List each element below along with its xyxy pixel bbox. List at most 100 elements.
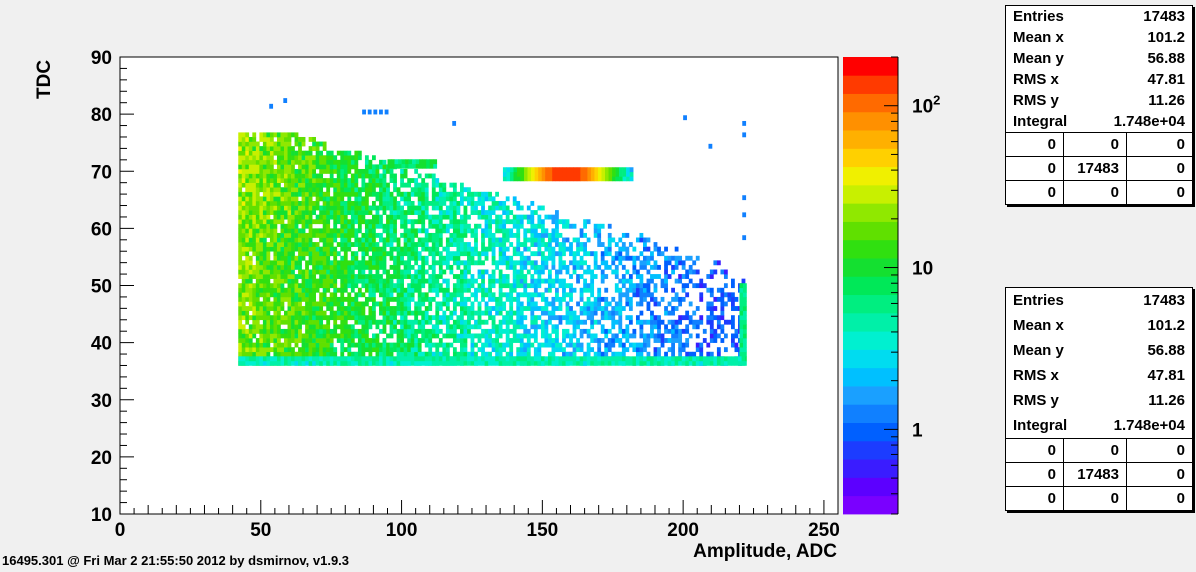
heatmap-cell [463,251,468,257]
heatmap-cell [626,176,630,182]
heatmap-cell [287,333,292,339]
heatmap-cell [428,200,433,206]
heatmap-cell [241,205,246,211]
heatmap-cell [248,237,253,243]
heatmap-cell [301,246,306,252]
heatmap-cell [421,310,426,316]
heatmap-cell [558,356,563,362]
heatmap-cell [555,333,559,339]
heatmap-cell [301,232,306,238]
heatmap-cell [608,167,613,173]
heatmap-cell [287,187,292,193]
heatmap-cell [742,319,747,325]
heatmap-cell [739,342,744,348]
heatmap-cell [291,283,295,289]
heatmap-cell [723,274,728,279]
heatmap-cell [375,182,380,188]
heatmap-cell [414,342,419,348]
heatmap-cell [463,296,468,302]
heatmap-cell [516,205,521,211]
heatmap-cell [241,269,246,275]
heatmap-cell [252,219,257,225]
heatmap-cell [688,356,693,362]
heatmap-cell [276,287,281,293]
heatmap-cell [350,356,355,362]
heatmap-cell [255,223,260,229]
heatmap-cell [505,260,510,266]
heatmap-cell [322,347,327,353]
heatmap-cell [660,251,665,257]
heatmap-cell [368,237,373,243]
heatmap-cell [731,283,735,289]
heatmap-cell [674,264,679,270]
heatmap-cell [308,146,313,151]
heatmap-cell [375,278,380,284]
heatmap-cell [350,214,355,220]
heatmap-cell [467,200,471,206]
heatmap-cell [333,246,338,252]
heatmap-cell [491,356,496,362]
heatmap-cell [280,242,285,247]
heatmap-cell [245,155,250,161]
heatmap-cell [572,319,577,325]
heatmap-cell [262,315,267,321]
heatmap-cell [368,246,373,252]
heatmap-cell [555,315,559,321]
heatmap-cell [523,328,528,334]
heatmap-cell [431,283,436,289]
heatmap-cell [266,328,271,334]
heatmap-cell [382,237,387,243]
heatmap-cell [301,168,306,174]
heatmap-cell [284,182,288,188]
heatmap-cell [238,214,243,220]
heatmap-cell [266,205,271,211]
heatmap-cell [379,109,383,115]
heatmap-cell [692,269,697,275]
heatmap-cell [262,269,267,275]
heatmap-cell [474,246,478,252]
heatmap-cell [417,351,422,357]
heatmap-cell [255,178,260,183]
heatmap-cell [569,310,573,316]
heatmap-cell [340,310,345,316]
heatmap-cell [417,319,422,325]
heatmap-cell [255,237,260,243]
heatmap-cell [435,214,440,220]
heatmap-cell [396,264,401,270]
heatmap-cell [336,205,341,211]
heatmap-cell [573,171,578,177]
heatmap-cell [565,310,570,316]
heatmap-cell [517,167,521,173]
heatmap-cell [621,347,626,353]
heatmap-cell [650,324,654,330]
grid-cell: 0 [1127,462,1192,486]
heatmap-cell [552,167,557,173]
heatmap-cell [382,210,387,215]
heatmap-cell [421,242,426,247]
heatmap-cell [470,306,475,311]
heatmap-cell [262,164,267,170]
heatmap-cell [618,251,623,257]
heatmap-cell [431,260,436,266]
heatmap-cell [459,187,464,193]
heatmap-cell [396,296,401,302]
heatmap-cell [241,283,246,289]
heatmap-cell [699,347,704,353]
stat-label: Entries [1013,8,1064,25]
heatmap-cell [276,255,281,261]
heatmap-cell [407,264,412,270]
heatmap-cell [653,301,658,307]
heatmap-cell [357,292,362,298]
heatmap-cell [403,219,408,225]
heatmap-cell [255,296,260,302]
heatmap-cell [664,310,668,316]
heatmap-cell [628,356,633,362]
heatmap-cell [523,356,528,362]
heatmap-cell [562,167,567,173]
heatmap-cell [519,260,524,266]
heatmap-cell [262,132,267,138]
heatmap-cell [417,228,422,234]
heatmap-cell [519,242,524,247]
heatmap-cell [386,356,390,362]
heatmap-cell [530,264,535,270]
